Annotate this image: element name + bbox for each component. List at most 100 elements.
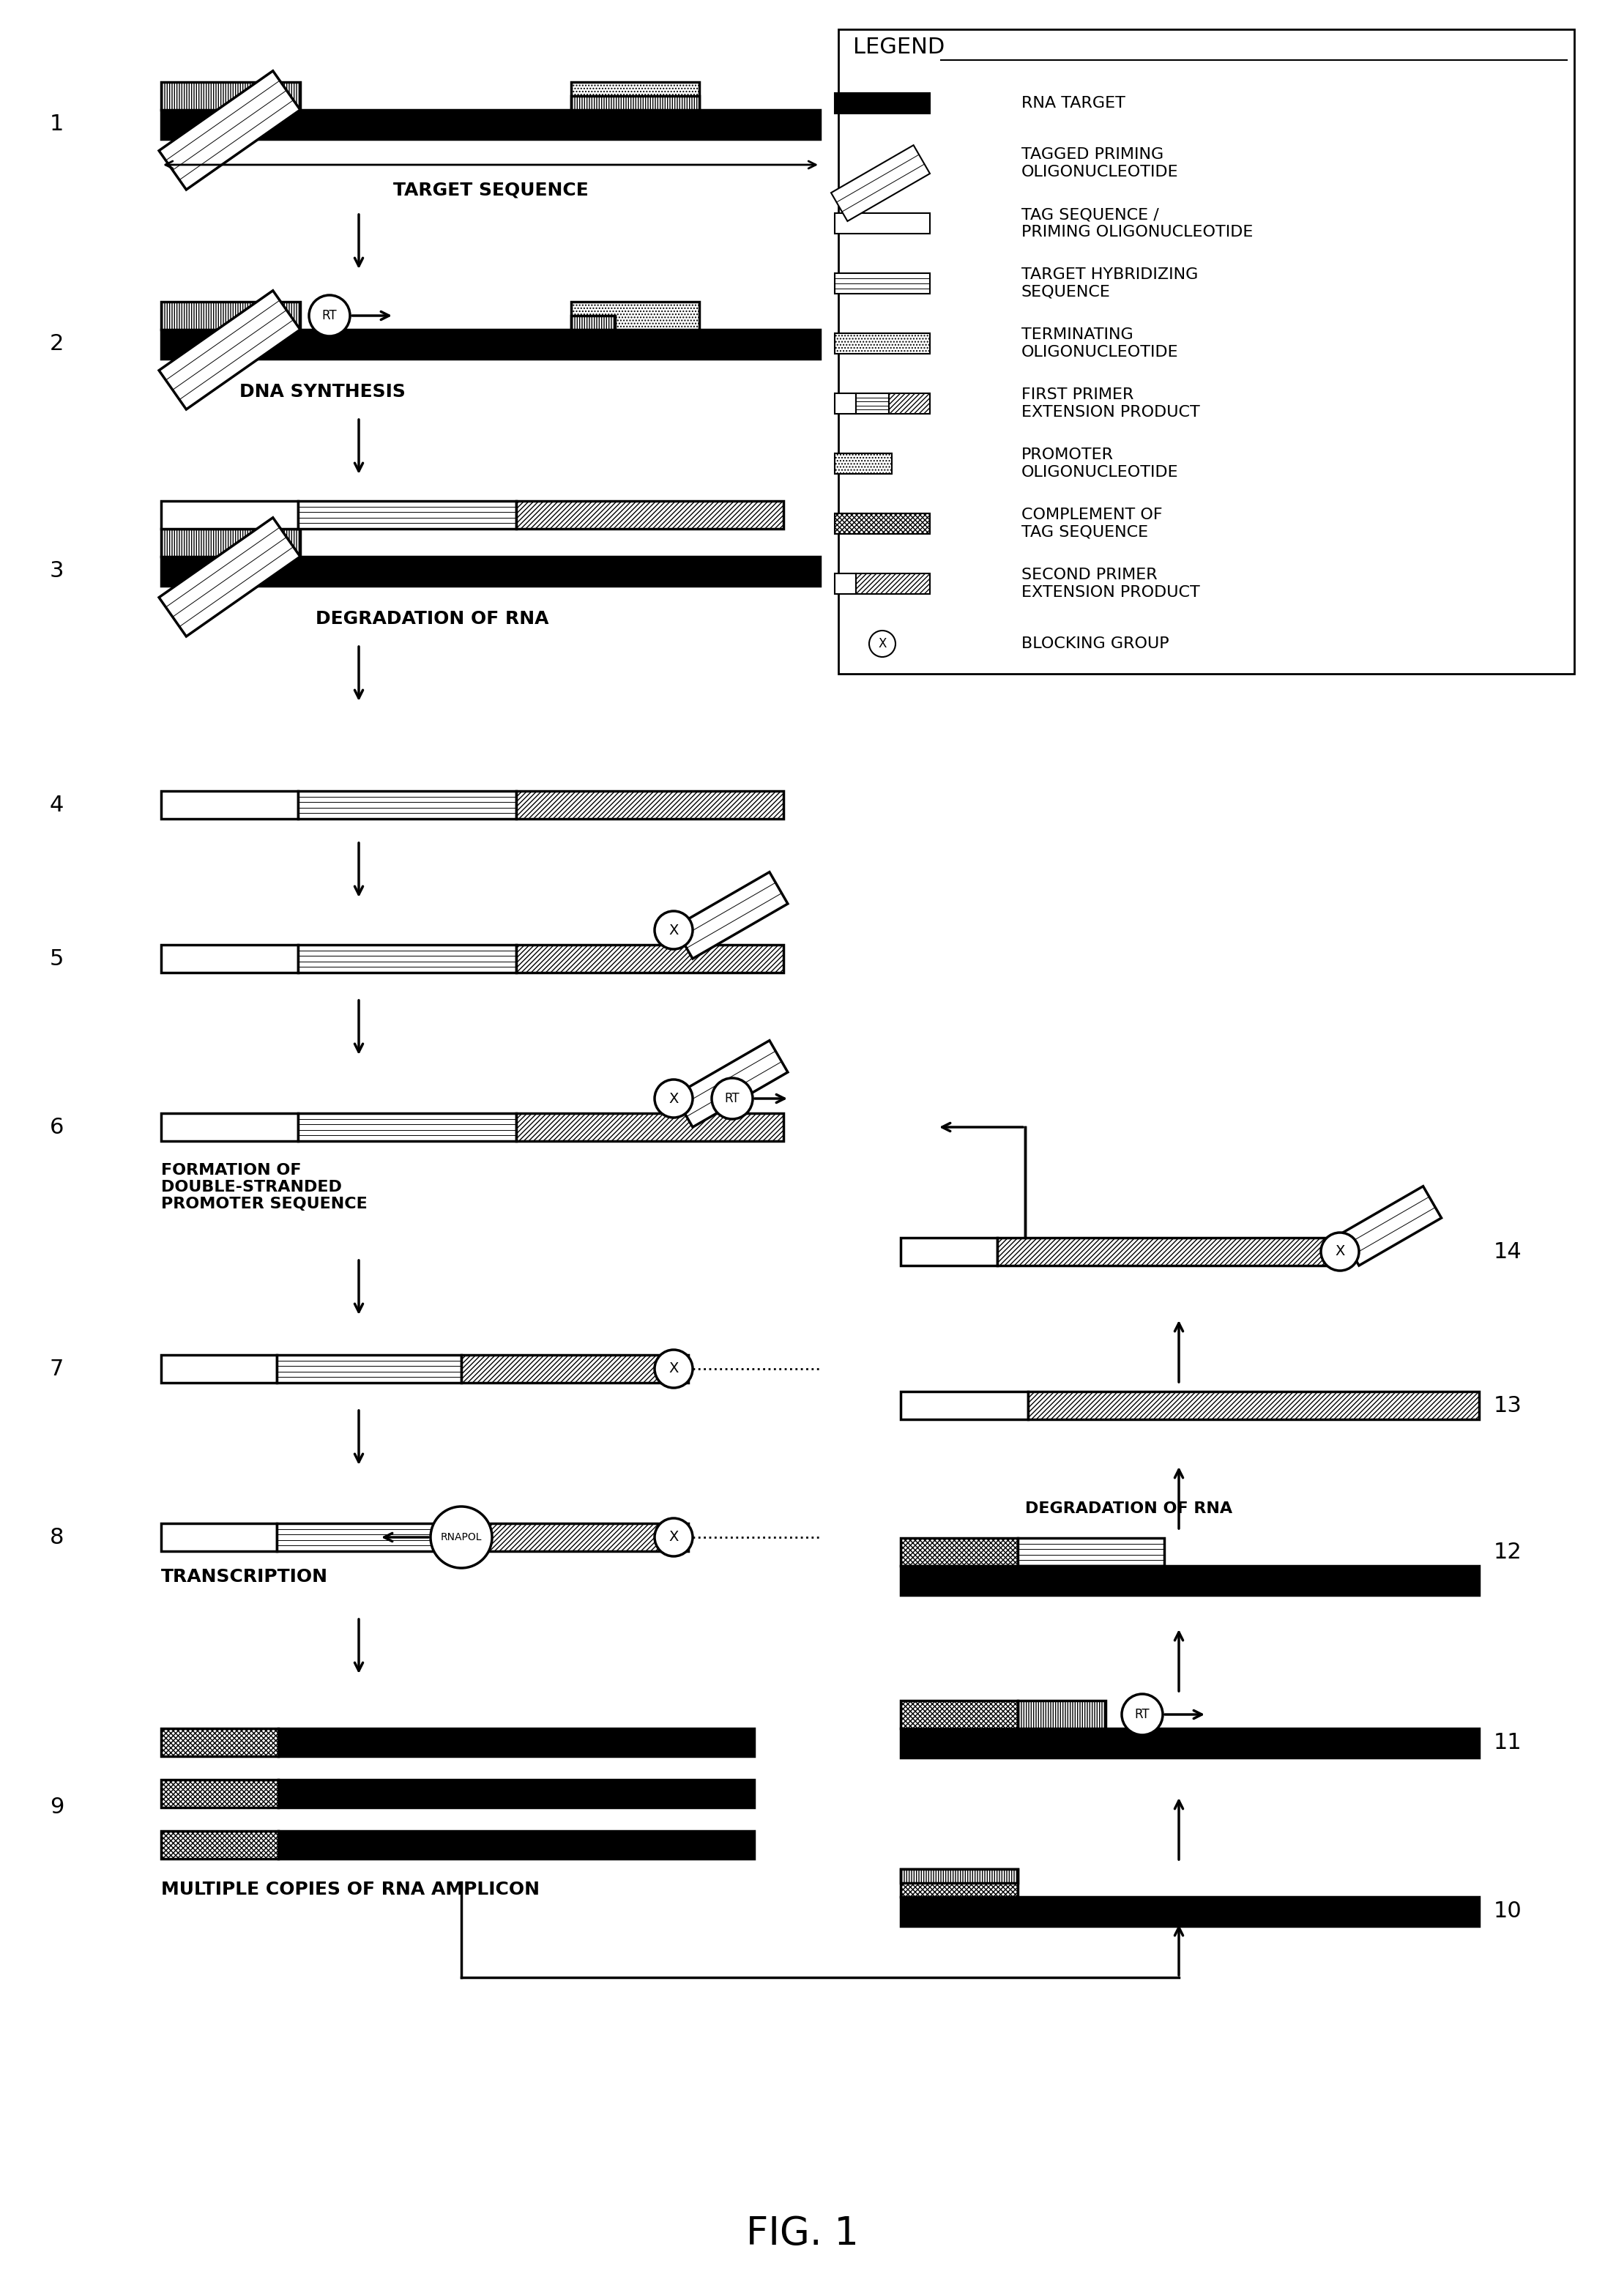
Bar xyxy=(835,574,855,595)
Bar xyxy=(571,83,700,110)
Bar xyxy=(160,331,820,358)
Text: FIG. 1: FIG. 1 xyxy=(746,2216,859,2252)
Text: X: X xyxy=(669,1362,679,1375)
Text: TAG SEQUENCE /
PRIMING OLIGONUCLEOTIDE: TAG SEQUENCE / PRIMING OLIGONUCLEOTIDE xyxy=(1021,207,1254,239)
Text: 7: 7 xyxy=(50,1359,64,1380)
Text: 12: 12 xyxy=(1494,1541,1522,1564)
Text: 1: 1 xyxy=(50,115,64,135)
Text: 13: 13 xyxy=(1494,1394,1522,1417)
Circle shape xyxy=(1122,1694,1162,1736)
Text: 2: 2 xyxy=(50,333,64,356)
Circle shape xyxy=(310,296,350,335)
Bar xyxy=(900,1566,1480,1596)
Text: RT: RT xyxy=(724,1093,740,1104)
Bar xyxy=(997,1238,1340,1265)
Bar xyxy=(835,393,855,413)
Text: 9: 9 xyxy=(50,1798,64,1818)
Bar xyxy=(160,1729,278,1756)
Text: X: X xyxy=(669,1091,679,1104)
Polygon shape xyxy=(159,71,300,191)
Bar xyxy=(160,83,300,110)
Text: SECOND PRIMER
EXTENSION PRODUCT: SECOND PRIMER EXTENSION PRODUCT xyxy=(1021,567,1201,599)
Bar xyxy=(515,944,783,974)
Text: DNA SYNTHESIS: DNA SYNTHESIS xyxy=(239,383,404,400)
Bar xyxy=(838,30,1575,673)
Text: 8: 8 xyxy=(50,1527,64,1548)
Circle shape xyxy=(655,1518,693,1557)
Text: PROMOTER
OLIGONUCLEOTIDE: PROMOTER OLIGONUCLEOTIDE xyxy=(1021,448,1178,480)
Bar xyxy=(900,1538,1018,1566)
Bar xyxy=(900,1869,1018,1883)
Bar xyxy=(278,1522,462,1552)
Bar xyxy=(160,110,820,140)
Text: TRANSCRIPTION: TRANSCRIPTION xyxy=(160,1568,327,1587)
Text: MULTIPLE COPIES OF RNA AMPLICON: MULTIPLE COPIES OF RNA AMPLICON xyxy=(160,1880,539,1899)
Bar xyxy=(160,501,299,528)
Text: LEGEND: LEGEND xyxy=(852,37,945,57)
Text: X: X xyxy=(1335,1244,1345,1258)
Circle shape xyxy=(870,631,896,657)
Bar xyxy=(571,301,700,331)
Bar xyxy=(515,1114,783,1141)
Text: RT: RT xyxy=(323,310,337,321)
Bar xyxy=(835,514,929,535)
Bar xyxy=(900,1869,1018,1896)
Text: TARGET HYBRIDIZING
SEQUENCE: TARGET HYBRIDIZING SEQUENCE xyxy=(1021,269,1199,298)
Bar xyxy=(571,96,700,110)
Bar xyxy=(1018,1538,1164,1566)
Text: FIRST PRIMER
EXTENSION PRODUCT: FIRST PRIMER EXTENSION PRODUCT xyxy=(1021,388,1201,420)
Text: TARGET SEQUENCE: TARGET SEQUENCE xyxy=(393,181,589,200)
Bar xyxy=(835,452,892,473)
Bar xyxy=(160,1522,278,1552)
Polygon shape xyxy=(159,517,300,636)
Text: 11: 11 xyxy=(1494,1733,1522,1754)
Text: RNA TARGET: RNA TARGET xyxy=(1021,96,1125,110)
Text: TAGGED PRIMING
OLIGONUCLEOTIDE: TAGGED PRIMING OLIGONUCLEOTIDE xyxy=(1021,147,1178,179)
Text: DEGRADATION OF RNA: DEGRADATION OF RNA xyxy=(1026,1502,1233,1515)
Text: TERMINATING
OLIGONUCLEOTIDE: TERMINATING OLIGONUCLEOTIDE xyxy=(1021,328,1178,358)
Text: 14: 14 xyxy=(1494,1242,1522,1263)
Polygon shape xyxy=(674,872,788,960)
Bar xyxy=(855,574,929,595)
Text: 3: 3 xyxy=(50,560,64,581)
Bar xyxy=(889,393,929,413)
Text: X: X xyxy=(878,638,886,650)
Text: 4: 4 xyxy=(50,794,64,815)
Polygon shape xyxy=(831,145,929,220)
Polygon shape xyxy=(674,1040,788,1127)
Bar xyxy=(835,273,929,294)
Bar xyxy=(1027,1391,1480,1419)
Bar xyxy=(462,1355,689,1382)
Text: FORMATION OF
DOUBLE-STRANDED
PROMOTER SEQUENCE: FORMATION OF DOUBLE-STRANDED PROMOTER SE… xyxy=(160,1164,368,1212)
Bar xyxy=(515,501,783,528)
Bar xyxy=(160,1830,278,1860)
Circle shape xyxy=(711,1079,753,1118)
Text: DEGRADATION OF RNA: DEGRADATION OF RNA xyxy=(316,611,549,627)
Bar xyxy=(160,556,820,585)
Circle shape xyxy=(430,1506,493,1568)
Bar xyxy=(160,790,299,820)
Bar xyxy=(299,1114,515,1141)
Bar xyxy=(160,528,300,556)
Bar xyxy=(160,1355,278,1382)
Bar xyxy=(900,1896,1480,1926)
Bar xyxy=(835,333,929,354)
Bar xyxy=(299,944,515,974)
Bar xyxy=(900,1391,1027,1419)
Bar xyxy=(160,1779,278,1807)
Bar xyxy=(160,1114,299,1141)
Bar xyxy=(515,790,783,820)
Polygon shape xyxy=(159,292,300,409)
Text: X: X xyxy=(669,923,679,937)
Circle shape xyxy=(655,1350,693,1387)
Bar xyxy=(855,393,889,413)
Bar xyxy=(278,1729,754,1756)
Bar xyxy=(900,1701,1018,1729)
Text: X: X xyxy=(669,1531,679,1545)
Bar xyxy=(160,944,299,974)
Bar xyxy=(299,790,515,820)
Text: RNAPOL: RNAPOL xyxy=(441,1531,482,1543)
Bar xyxy=(299,501,515,528)
Text: RT: RT xyxy=(1135,1708,1149,1722)
Text: BLOCKING GROUP: BLOCKING GROUP xyxy=(1021,636,1168,652)
